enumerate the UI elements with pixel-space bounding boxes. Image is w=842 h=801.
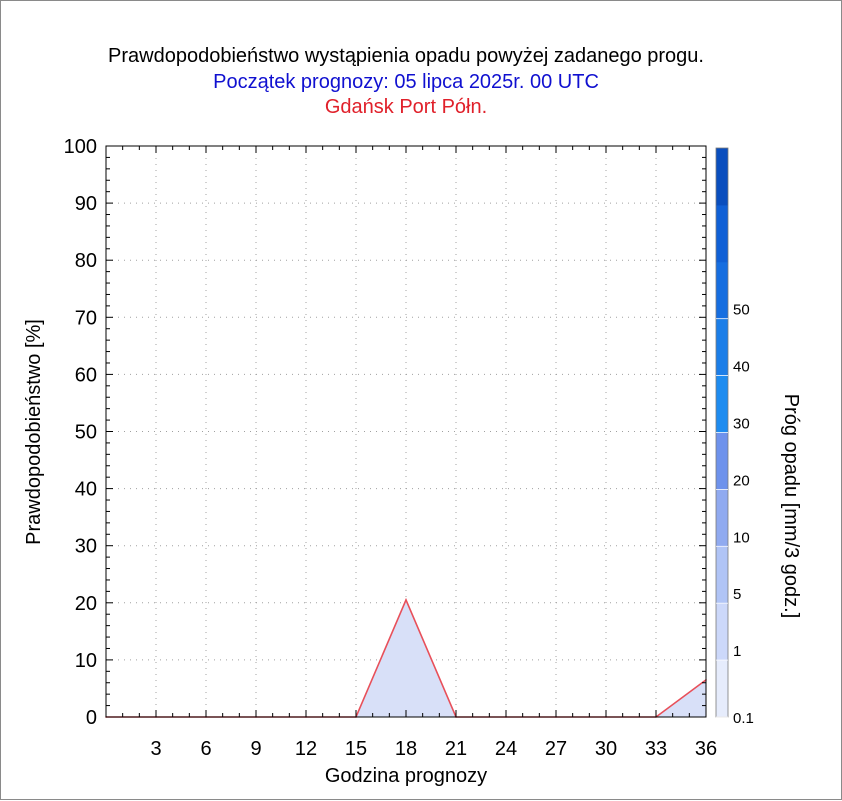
colorbar-tick-label: 50 (733, 302, 750, 319)
location-label: Gdańsk Port Półn. (325, 96, 487, 118)
x-tick-label: 24 (495, 738, 517, 760)
colorbar-tick-label: 1 (733, 643, 741, 660)
colorbar-tick-label: 30 (733, 416, 750, 433)
colorbar-tick-label: 40 (733, 359, 750, 376)
colorbar-segment (716, 204, 728, 263)
y-tick-label: 70 (75, 307, 97, 329)
colorbar-segment (716, 318, 728, 377)
colorbar-label: Próg opadu [mm/3 godz.] (780, 394, 802, 619)
colorbar-segment (716, 660, 728, 718)
y-axis-ticks: 0 10 20 30 40 50 60 70 80 90 100 (64, 136, 706, 729)
y-tick-label: 20 (75, 593, 97, 615)
x-tick-label: 12 (295, 738, 317, 760)
colorbar-segment (716, 432, 728, 490)
x-tick-label: 21 (445, 738, 467, 760)
colorbar-segment (716, 148, 728, 206)
x-axis-label: Godzina prognozy (325, 765, 487, 787)
x-tick-label: 3 (150, 738, 161, 760)
colorbar-tick-label: 20 (733, 472, 750, 489)
series-area-fill (106, 599, 706, 717)
y-tick-label: 0 (86, 707, 97, 729)
colorbar-tick-label: 5 (733, 586, 741, 603)
x-tick-label: 36 (695, 738, 717, 760)
y-axis-label: Prawdopodobieństwo [%] (23, 319, 45, 545)
y-tick-label: 50 (75, 422, 97, 444)
x-tick-label: 30 (595, 738, 617, 760)
colorbar-segment (716, 261, 728, 320)
colorbar-tick-label: 10 (733, 529, 750, 546)
colorbar-segment (716, 546, 728, 604)
y-tick-label: 40 (75, 479, 97, 501)
data-series (105, 597, 707, 718)
x-axis-ticks: 3 6 9 12 15 18 21 24 27 30 33 36 (105, 146, 717, 760)
y-tick-label: 80 (75, 250, 97, 272)
x-tick-label: 27 (545, 738, 567, 760)
data-point (405, 599, 407, 601)
x-tick-label: 15 (345, 738, 367, 760)
x-tick-label: 9 (250, 738, 261, 760)
x-tick-label: 18 (395, 738, 417, 760)
x-tick-label: 33 (645, 738, 667, 760)
colorbar-segment (716, 375, 728, 433)
y-tick-label: 100 (64, 136, 97, 158)
y-tick-label: 90 (75, 193, 97, 215)
colorbar-tick-label: 0.1 (733, 710, 754, 727)
forecast-start-subtitle: Początek prognozy: 05 lipca 2025r. 00 UT… (213, 71, 599, 93)
chart-title: Prawdopodobieństwo wystąpienia opadu pow… (108, 45, 704, 67)
y-tick-label: 60 (75, 364, 97, 386)
y-tick-label: 10 (75, 650, 97, 672)
x-tick-label: 6 (200, 738, 211, 760)
y-tick-label: 30 (75, 536, 97, 558)
threshold-colorbar: 0.1 1 5 10 20 30 40 50 (715, 147, 754, 727)
colorbar-segment (716, 603, 728, 661)
colorbar-segment (716, 489, 728, 547)
